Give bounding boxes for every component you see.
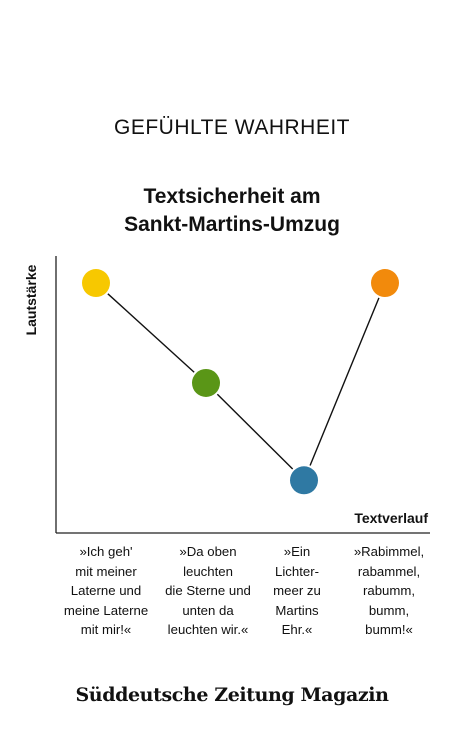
x-category-label: »Da oben leuchten die Sterne und unten d… bbox=[165, 544, 251, 637]
x-axis-label: Textverlauf bbox=[354, 510, 428, 526]
chart-title: Textsicherheit am Sankt-Martins-Umzug bbox=[0, 183, 464, 239]
x-category-label: »Rabimmel, rabammel, rabumm, bumm, bumm!… bbox=[353, 544, 425, 637]
x-category-label: »Ein Lichter- meer zu Martins Ehr.« bbox=[273, 544, 321, 637]
series-line-segment bbox=[216, 393, 294, 470]
kicker-heading: GEFÜHLTE WAHRHEIT bbox=[113, 116, 350, 139]
series-line-segment bbox=[107, 293, 195, 373]
data-point bbox=[371, 269, 399, 298]
series-line-segment bbox=[309, 297, 380, 466]
data-point bbox=[192, 368, 220, 397]
sz-magazin-logo: Süddeutsche Zeitung Magazin bbox=[75, 684, 389, 706]
x-category-label: »Ich geh' mit meiner Laterne und meine L… bbox=[63, 544, 149, 637]
data-point bbox=[290, 466, 318, 495]
data-point bbox=[82, 269, 110, 298]
chart-title-line-1: Textsicherheit am bbox=[143, 185, 321, 208]
chart-title-line-2: Sankt-Martins-Umzug bbox=[124, 213, 340, 236]
y-axis-label: Lautstärke bbox=[23, 264, 39, 336]
